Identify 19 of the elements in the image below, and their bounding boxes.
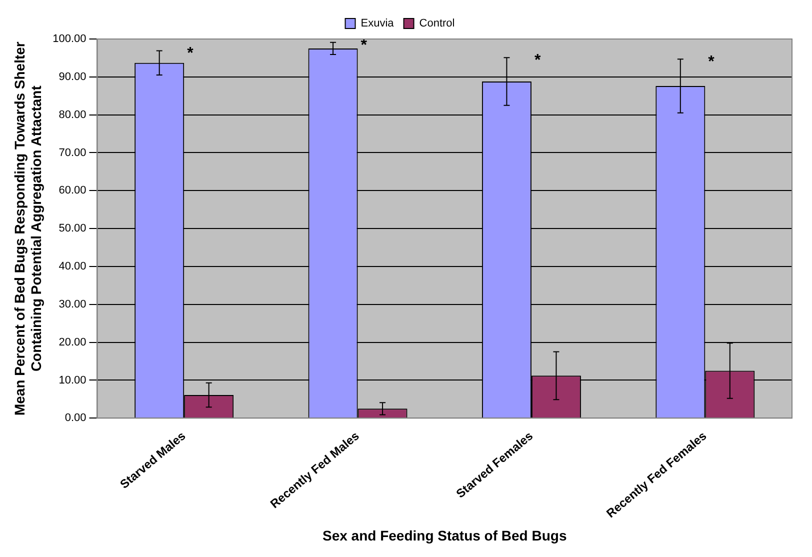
y-tick-label: 40.00: [58, 260, 86, 273]
y-tick-label: 50.00: [58, 222, 86, 235]
y-tick-label: 20.00: [58, 336, 86, 348]
y-tick-label: 0.00: [64, 412, 86, 424]
annotation: *: [534, 52, 542, 69]
y-tick-label: 60.00: [58, 184, 86, 197]
y-tick-label: 90.00: [58, 70, 86, 83]
annotation: *: [360, 36, 368, 54]
annotation: *: [187, 45, 194, 62]
y-tick-label: 70.00: [58, 146, 86, 159]
y-axis-title: Mean Percent of Bed Bugs Responding Towards Shelter Containing Potential Aggregation Attactant: [11, 41, 44, 416]
y-tick-label: 80.00: [58, 108, 86, 121]
annotation: *: [708, 54, 716, 70]
legend-label: Control: [419, 18, 455, 30]
y-tick-label: 30.00: [58, 298, 86, 310]
x-axis-title: Sex and Feeding Status of Bed Bugs: [322, 527, 567, 544]
legend-label: Exuvia: [360, 18, 395, 30]
y-tick-label: 100.00: [52, 33, 86, 46]
y-tick-label: 10.00: [58, 374, 86, 386]
